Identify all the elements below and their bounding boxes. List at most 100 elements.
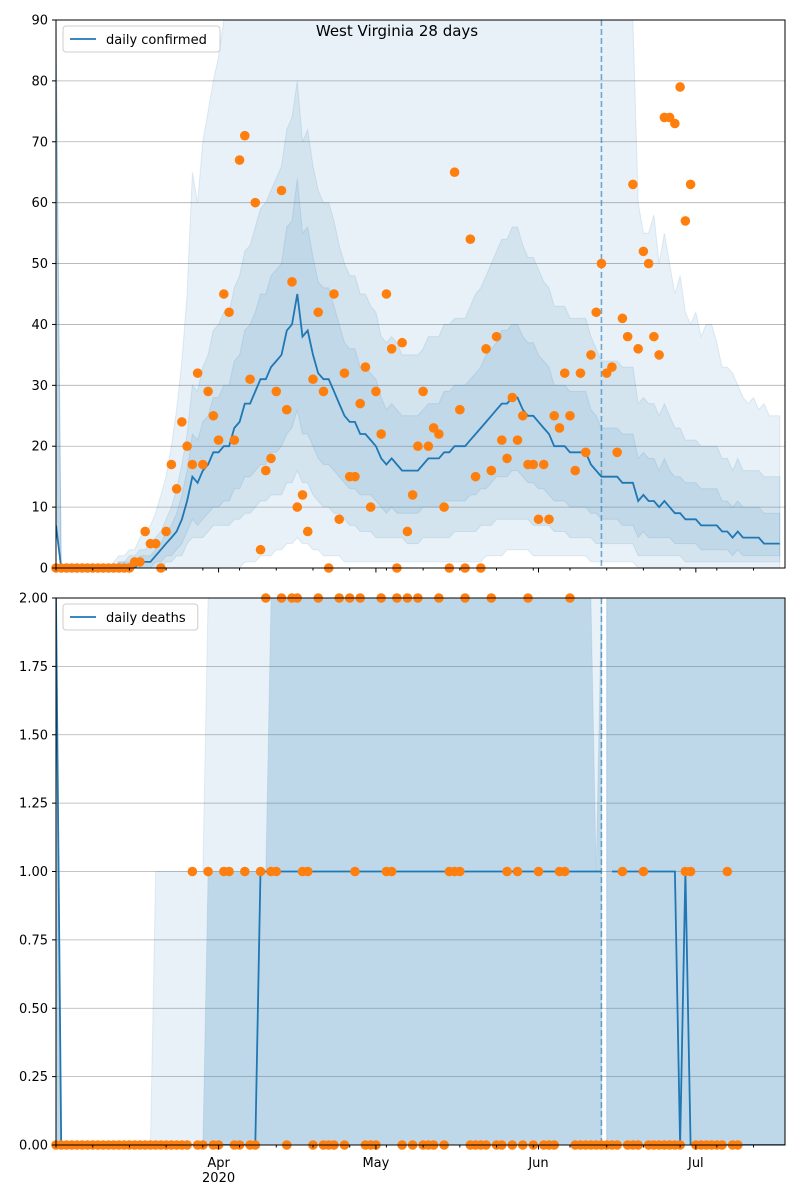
observed-point	[575, 368, 586, 378]
observed-point	[276, 185, 287, 196]
x-tick-label: Jul	[687, 1156, 704, 1171]
y-tick-label: 60	[31, 196, 48, 211]
observed-point	[292, 502, 303, 512]
observed-point	[559, 866, 570, 877]
observed-point	[350, 866, 360, 877]
observed-point	[397, 337, 407, 348]
observed-point	[423, 441, 434, 452]
observed-point	[213, 435, 224, 445]
observed-point	[376, 429, 386, 439]
observed-point	[455, 866, 465, 877]
observed-point	[455, 404, 465, 415]
observed-point	[533, 866, 544, 877]
uncertainty-band-inner	[56, 20, 781, 568]
observed-point	[685, 179, 696, 190]
observed-point	[470, 471, 481, 482]
legend-box	[62, 603, 199, 631]
observed-point	[150, 538, 161, 549]
observed-point	[465, 234, 476, 244]
y-tick-label: 1.00	[19, 865, 48, 880]
observed-point	[549, 410, 560, 421]
legend-label: daily deaths	[106, 611, 186, 626]
observed-point	[318, 386, 329, 397]
observed-point	[512, 435, 523, 445]
observed-point	[192, 368, 203, 378]
observed-point	[360, 362, 371, 372]
observed-point	[313, 307, 324, 318]
observed-point	[281, 404, 292, 415]
observed-point	[491, 331, 502, 342]
observed-point	[198, 459, 208, 470]
observed-points	[51, 82, 696, 573]
x-tick-label: 2020	[202, 1171, 235, 1186]
observed-point	[166, 459, 177, 470]
y-tick-label: 40	[31, 318, 48, 333]
y-tick-label: 80	[31, 74, 48, 89]
observed-point	[439, 502, 449, 512]
y-tick-label: 1.75	[19, 660, 48, 675]
x-tick-label: Jun	[527, 1156, 548, 1171]
y-tick-label: 90	[31, 14, 48, 29]
y-tick-label: 0.50	[19, 1002, 48, 1017]
observed-point	[203, 866, 213, 877]
observed-point	[612, 447, 622, 458]
y-tick-label: 0	[40, 562, 48, 577]
observed-point	[685, 866, 696, 877]
observed-point	[302, 866, 313, 877]
observed-point	[187, 459, 198, 470]
observed-point	[271, 386, 282, 397]
observed-point	[334, 514, 345, 525]
legend-box	[62, 25, 221, 53]
observed-point	[297, 490, 308, 500]
observed-point	[654, 350, 664, 360]
x-tick-label: Apr	[207, 1156, 230, 1171]
observed-point	[371, 386, 381, 397]
observed-point	[381, 289, 392, 299]
observed-point	[219, 289, 229, 299]
observed-point	[355, 398, 365, 409]
observed-point	[171, 484, 182, 494]
observed-point	[628, 179, 638, 190]
y-tick-label: 0.25	[19, 1070, 48, 1085]
observed-point	[722, 866, 733, 877]
axes-frame	[55, 19, 786, 569]
y-tick-label: 1.50	[19, 728, 48, 743]
observed-point	[596, 258, 607, 269]
observed-point	[607, 362, 617, 372]
observed-point	[617, 866, 628, 877]
plot-area	[56, 20, 785, 568]
x-tick-label: May	[362, 1156, 389, 1171]
observed-point	[271, 866, 282, 877]
observed-point	[208, 410, 219, 421]
observed-point	[591, 307, 601, 318]
observed-point	[245, 374, 255, 385]
observed-point	[559, 368, 570, 378]
observed-point	[580, 447, 591, 458]
observed-point	[418, 386, 428, 397]
observed-point	[586, 350, 596, 360]
observed-point	[240, 130, 250, 141]
observed-point	[617, 313, 628, 324]
observed-point	[287, 277, 297, 287]
observed-point	[255, 866, 266, 877]
observed-point	[449, 167, 460, 178]
observed-point	[544, 514, 554, 525]
y-tick-label: 0.00	[19, 1139, 48, 1154]
observed-point	[533, 514, 544, 525]
observed-point	[161, 526, 171, 537]
y-tick-label: 50	[31, 257, 48, 272]
observed-point	[255, 544, 266, 555]
observed-point	[434, 429, 444, 439]
observed-point	[308, 374, 318, 385]
deaths-axes: 0.00 0.25 0.50 0.75 1.00 1.25 1.50 1.75 2.00 Apr2…	[19, 592, 786, 1186]
observed-point	[649, 331, 659, 342]
y-tick-label: 70	[31, 135, 48, 150]
observed-point	[203, 386, 213, 397]
observed-point	[413, 441, 423, 452]
observed-point	[260, 465, 271, 476]
observed-point	[517, 410, 528, 421]
observed-point	[250, 197, 261, 208]
y-tick-label: 0.75	[19, 933, 48, 948]
observed-point	[365, 502, 376, 512]
